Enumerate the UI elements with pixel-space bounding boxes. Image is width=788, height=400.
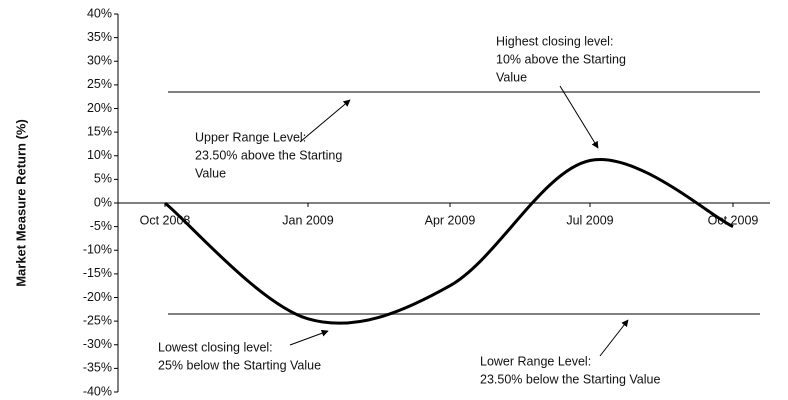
y-tick-label: -5% <box>90 219 112 233</box>
x-tick-label: Apr 2009 <box>425 213 476 227</box>
y-tick-label: -25% <box>83 313 112 327</box>
y-tick-label: -20% <box>83 290 112 304</box>
annotation-arrow <box>559 85 599 149</box>
y-axis-label: Market Measure Return (%) <box>13 119 28 287</box>
annotation: 23.50% above the Starting <box>195 148 342 162</box>
y-tick-label: 20% <box>87 101 112 115</box>
y-tick-label: 5% <box>94 172 112 186</box>
x-tick-label: Jan 2009 <box>282 213 333 227</box>
annotation: 25% below the Starting Value <box>158 358 321 372</box>
y-tick-label: 15% <box>87 124 112 138</box>
annotation: Lower Range Level: <box>480 354 591 368</box>
y-tick-label: -40% <box>83 384 112 398</box>
y-tick-label: -30% <box>83 337 112 351</box>
annotation-arrow <box>299 99 351 143</box>
annotation: Value <box>195 166 226 180</box>
y-tick-label: -10% <box>83 243 112 257</box>
annotation-arrow <box>289 329 329 346</box>
annotation: 10% above the Starting <box>496 52 626 66</box>
y-tick-label: 10% <box>87 148 112 162</box>
annotation: Highest closing level: <box>496 34 613 48</box>
y-tick-label: 40% <box>87 6 112 20</box>
y-tick-label: 35% <box>87 30 112 44</box>
annotation: 23.50% below the Starting Value <box>480 372 660 386</box>
x-tick-label: Oct 2008 <box>140 213 191 227</box>
y-tick-label: 25% <box>87 77 112 91</box>
annotation: Lowest closing level: <box>158 340 273 354</box>
annotation-arrow <box>599 319 629 357</box>
annotation: Upper Range Level: <box>195 130 306 144</box>
y-tick-label: 30% <box>87 54 112 68</box>
x-tick-label: Jul 2009 <box>566 213 613 227</box>
y-tick-label: -15% <box>83 266 112 280</box>
y-tick-label: 0% <box>94 195 112 209</box>
line <box>164 157 734 325</box>
annotation: Value <box>496 70 527 84</box>
x-tick-label: Oct 2009 <box>708 213 759 227</box>
y-tick-label: -35% <box>83 361 112 375</box>
